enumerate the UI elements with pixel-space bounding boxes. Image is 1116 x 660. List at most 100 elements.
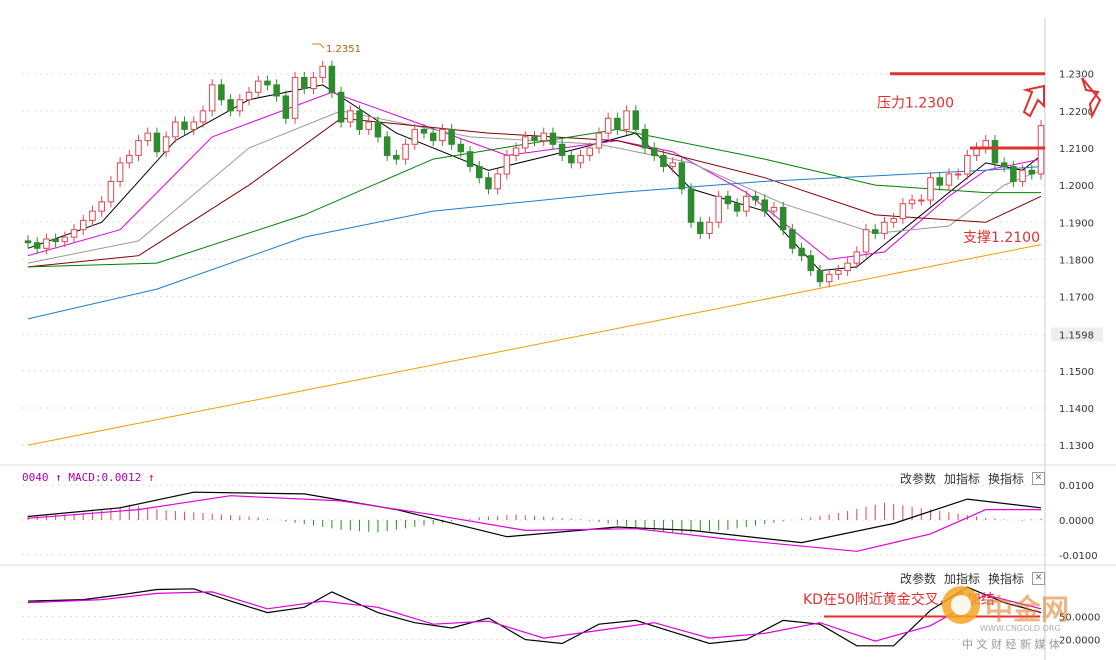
macd-dif-line xyxy=(27,491,1042,544)
macd-add-indicator-button[interactable]: 加指标 xyxy=(944,472,981,486)
candle-body xyxy=(770,206,778,212)
moving-average-line xyxy=(27,84,1042,272)
watermark-url: WWW.CNGOLD.ORG xyxy=(980,624,1061,633)
candle-body xyxy=(733,203,741,212)
candle-body xyxy=(918,199,925,202)
candle-body xyxy=(485,177,492,190)
candle-body xyxy=(927,177,934,201)
candle-body xyxy=(715,195,722,223)
kd-switch-indicator-button[interactable]: 换指标 xyxy=(988,572,1025,586)
candle-body xyxy=(356,110,363,130)
candle-body xyxy=(678,162,686,190)
candle-body xyxy=(503,154,511,175)
candle-body xyxy=(218,84,225,101)
price-tick-label: 1.2300 xyxy=(1059,70,1094,81)
price-tick-label: 1.1400 xyxy=(1059,404,1094,415)
candle-body xyxy=(254,80,262,93)
candle-body xyxy=(466,151,474,168)
candle-body xyxy=(568,154,575,164)
candle-body xyxy=(448,128,455,145)
candle-body xyxy=(752,195,759,201)
candle-body xyxy=(337,91,345,123)
candle-body xyxy=(107,180,115,203)
candle-body xyxy=(61,236,69,243)
candle-body xyxy=(1000,162,1008,168)
candle-body xyxy=(475,166,483,179)
macd-dea-line xyxy=(27,495,1041,552)
candle-body xyxy=(383,136,391,156)
price-tick-label: 1.1300 xyxy=(1059,441,1094,452)
candle-body xyxy=(650,147,658,156)
candle-body xyxy=(871,229,879,234)
candle-body xyxy=(264,80,271,86)
price-tick-label: 1.1598 xyxy=(1059,330,1094,341)
candle-body xyxy=(798,247,805,257)
candle-body xyxy=(632,110,640,130)
moving-average-line xyxy=(27,91,1042,260)
candle-body xyxy=(669,162,676,168)
candle-body xyxy=(586,147,594,156)
candle-body xyxy=(531,136,538,142)
candle-body xyxy=(227,99,234,112)
peak-annotation-label: 1.2351 xyxy=(326,44,361,55)
kd-tick-label: 50.0000 xyxy=(1059,613,1100,624)
price-tick-label: 1.2000 xyxy=(1059,181,1094,192)
candle-body xyxy=(825,273,833,283)
candle-body xyxy=(439,128,446,142)
candle-body xyxy=(1028,169,1036,175)
macd-close-icon[interactable]: ✕ xyxy=(1032,472,1045,485)
candle-body xyxy=(549,132,557,145)
candle-body xyxy=(816,270,824,283)
macd-change-params-button[interactable]: 改参数 xyxy=(900,472,937,486)
candle-body xyxy=(181,121,188,130)
support-label: 支撑1.2100 xyxy=(963,230,1040,246)
moving-average-line xyxy=(27,110,1042,264)
candle-body xyxy=(79,219,87,231)
kd-add-indicator-button[interactable]: 加指标 xyxy=(944,572,981,586)
candle-body xyxy=(945,173,953,186)
kd-close-icon[interactable]: ✕ xyxy=(1032,572,1045,585)
candle-body xyxy=(706,221,713,234)
moving-average-line xyxy=(27,244,1042,446)
candle-body xyxy=(494,173,501,190)
candle-body xyxy=(144,132,151,142)
projection-arrow-icon xyxy=(1022,84,1045,118)
candle-body xyxy=(291,76,299,119)
candle-body xyxy=(853,251,861,264)
candle-body xyxy=(512,147,520,156)
moving-average-line xyxy=(27,128,1041,268)
candle-body xyxy=(614,117,621,130)
candle-body xyxy=(964,154,971,175)
candle-body xyxy=(402,143,409,160)
candle-body xyxy=(457,143,465,153)
candle-body xyxy=(162,136,170,153)
candle-body xyxy=(899,203,907,220)
candle-body xyxy=(595,132,603,149)
candle-body xyxy=(89,210,96,221)
price-tick-label: 1.2100 xyxy=(1059,144,1094,155)
candle-body xyxy=(954,173,962,176)
candle-body xyxy=(70,229,78,238)
candle-body xyxy=(328,65,336,93)
candle-body xyxy=(687,188,695,223)
kd-change-params-button[interactable]: 改参数 xyxy=(900,572,937,586)
macd-switch-indicator-button[interactable]: 换指标 xyxy=(988,472,1025,486)
candle-body xyxy=(43,238,50,249)
peak-marker xyxy=(312,43,325,49)
candle-body xyxy=(190,121,198,130)
price-tick-label: 1.2200 xyxy=(1059,107,1094,118)
candle-body xyxy=(604,117,612,134)
candle-body xyxy=(991,140,999,164)
candle-body xyxy=(908,199,916,205)
candle-body xyxy=(558,143,566,156)
price-tick-label: 1.1900 xyxy=(1059,218,1094,229)
candle-body xyxy=(172,121,179,138)
candle-body xyxy=(126,154,133,164)
candle-body xyxy=(429,132,437,142)
candle-body xyxy=(365,121,372,130)
candle-body xyxy=(577,154,584,164)
macd-tick-label: 0.0100 xyxy=(1059,481,1094,492)
candle-body xyxy=(881,221,888,234)
candle-body xyxy=(641,128,649,149)
